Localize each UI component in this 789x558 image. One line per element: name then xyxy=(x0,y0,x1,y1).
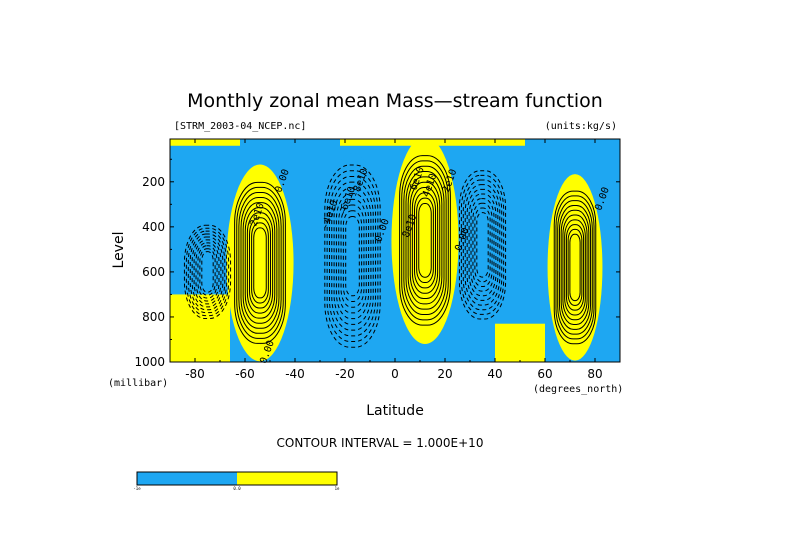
x-tick-label-1: -60 xyxy=(235,367,255,381)
positive-region-upper-sh xyxy=(170,139,240,146)
contour-line-cell1-4 xyxy=(242,202,278,324)
contour-line-cell3-9 xyxy=(418,203,432,278)
y-axis-ticks: 200 400 600 800 1000 xyxy=(134,158,620,369)
contour-line-cell3-7 xyxy=(414,192,436,289)
units-label: (units:kg/s) xyxy=(545,121,617,132)
contour-lines xyxy=(183,155,597,348)
y-units-label: (millibar) xyxy=(108,378,168,389)
contour-line-cell4-7 xyxy=(472,202,493,287)
colorbar-swatch-1 xyxy=(237,472,337,485)
contour-line-cell5-4 xyxy=(560,209,590,326)
contour-line-cell5-7 xyxy=(565,224,585,311)
contour-line-cell1-6 xyxy=(246,212,274,314)
contour-line-cell5-3 xyxy=(558,204,592,330)
contour-line-cell4-8 xyxy=(474,207,491,283)
contour-line-cell4-9 xyxy=(476,212,489,278)
x-tick-label-8: 80 xyxy=(587,367,602,381)
positive-region-upper-tropics xyxy=(340,139,525,146)
contour-line-cell2-4 xyxy=(333,187,372,325)
contour-line-cell3-0 xyxy=(399,155,451,326)
colorbar-outline xyxy=(136,471,338,486)
contour-line-cell5-1 xyxy=(555,195,595,340)
contour-line-cell1-8 xyxy=(251,222,269,304)
contour-line-cell5-2 xyxy=(557,200,593,335)
x-tick-label-7: 60 xyxy=(537,367,552,381)
contour-line-cell1-3 xyxy=(240,197,280,329)
contour-line-cell5-9 xyxy=(569,233,581,302)
dataset-label: [STRM_2003-04_NCEP.nc] xyxy=(174,121,306,132)
contour-line-cell0-2 xyxy=(187,230,228,314)
x-tick-label-5: 20 xyxy=(437,367,452,381)
contour-line-cell4-0 xyxy=(458,170,507,320)
contour-line-cell2-7 xyxy=(340,204,365,308)
contour-line-cell1-5 xyxy=(244,207,276,319)
contour-line-cell5-8 xyxy=(567,228,583,306)
contour-line-cell0-1 xyxy=(185,227,230,317)
contour-line-cell0-3 xyxy=(189,233,226,311)
colorbar: -1e 0.0 1e xyxy=(133,471,340,491)
x-tick-label-4: 0 xyxy=(391,367,399,381)
contour-line-cell1-0 xyxy=(234,181,286,344)
x-tick-label-2: -40 xyxy=(285,367,305,381)
x-tick-label-3: -20 xyxy=(335,367,355,381)
contour-line-cell2-0 xyxy=(324,164,381,348)
contour-line-cell2-9 xyxy=(345,216,360,297)
contour-line-cell0-5 xyxy=(193,239,222,305)
positive-region-nh-surface xyxy=(495,323,545,362)
colorbar-label-2: 1e xyxy=(335,486,340,491)
x-axis-ticks: -80 -60 -40 -20 0 20 40 60 80 xyxy=(169,139,621,381)
y-tick-label-0: 200 xyxy=(142,175,165,189)
x-axis-label: Latitude xyxy=(366,403,424,419)
y-tick-label-2: 600 xyxy=(142,265,165,279)
contour-line-cell2-8 xyxy=(342,210,363,302)
contour-line-cell1-9 xyxy=(253,227,267,299)
contour-line-cell3-4 xyxy=(407,176,443,305)
contour-line-cell5-5 xyxy=(562,214,588,321)
contour-line-cell5-6 xyxy=(564,219,586,316)
contour-line-cell1-7 xyxy=(249,217,271,309)
contour-line-cell4-6 xyxy=(470,198,495,292)
contour-line-cell0-7 xyxy=(197,245,218,299)
contour-line-cell2-6 xyxy=(338,198,367,314)
contour-line-cell3-6 xyxy=(411,187,439,294)
y-axis-label: Level xyxy=(111,232,127,269)
contour-line-cell0-8 xyxy=(199,248,216,296)
contour-line-cell0-6 xyxy=(195,242,220,302)
x-units-label: (degrees_north) xyxy=(533,384,623,395)
contour-line-cell2-5 xyxy=(335,193,370,320)
contour-line-cell1-1 xyxy=(236,186,284,339)
contour-line-cell3-5 xyxy=(409,181,441,300)
contour-line-cell2-2 xyxy=(328,175,377,337)
contour-line-cell4-2 xyxy=(462,179,503,311)
colorbar-label-1: 0.0 xyxy=(233,486,241,491)
colorbar-swatch-0 xyxy=(137,472,237,485)
contour-line-cell3-2 xyxy=(403,165,447,315)
contour-line-cell4-1 xyxy=(460,174,505,315)
contour-line-cell3-1 xyxy=(401,160,449,321)
y-tick-label-1: 400 xyxy=(142,220,165,234)
contour-line-cell0-4 xyxy=(191,236,224,308)
contour-line-cell3-3 xyxy=(405,171,445,310)
contour-line-cell2-3 xyxy=(331,181,374,331)
contour-line-cell5-0 xyxy=(553,190,597,345)
contour-line-cell0-0 xyxy=(183,224,232,320)
positive-cell-5 xyxy=(547,174,603,361)
contour-line-cell4-5 xyxy=(468,193,497,297)
contour-line-cell4-4 xyxy=(466,188,499,301)
contour-line-cell3-8 xyxy=(416,197,434,284)
x-tick-label-6: 40 xyxy=(487,367,502,381)
contour-line-cell4-3 xyxy=(464,184,501,306)
y-tick-label-3: 800 xyxy=(142,310,165,324)
contour-interval-text: CONTOUR INTERVAL = 1.000E+10 xyxy=(277,436,484,450)
x-tick-label-0: -80 xyxy=(185,367,205,381)
contour-line-cell2-1 xyxy=(326,170,379,343)
contour-line-cell0-9 xyxy=(201,251,214,293)
y-tick-label-4: 1000 xyxy=(134,355,165,369)
chart-title: Monthly zonal mean Mass—stream function xyxy=(187,90,603,112)
contour-field xyxy=(170,139,620,362)
colorbar-label-0: -1e xyxy=(133,486,141,491)
contour-line-cell1-2 xyxy=(238,191,282,334)
